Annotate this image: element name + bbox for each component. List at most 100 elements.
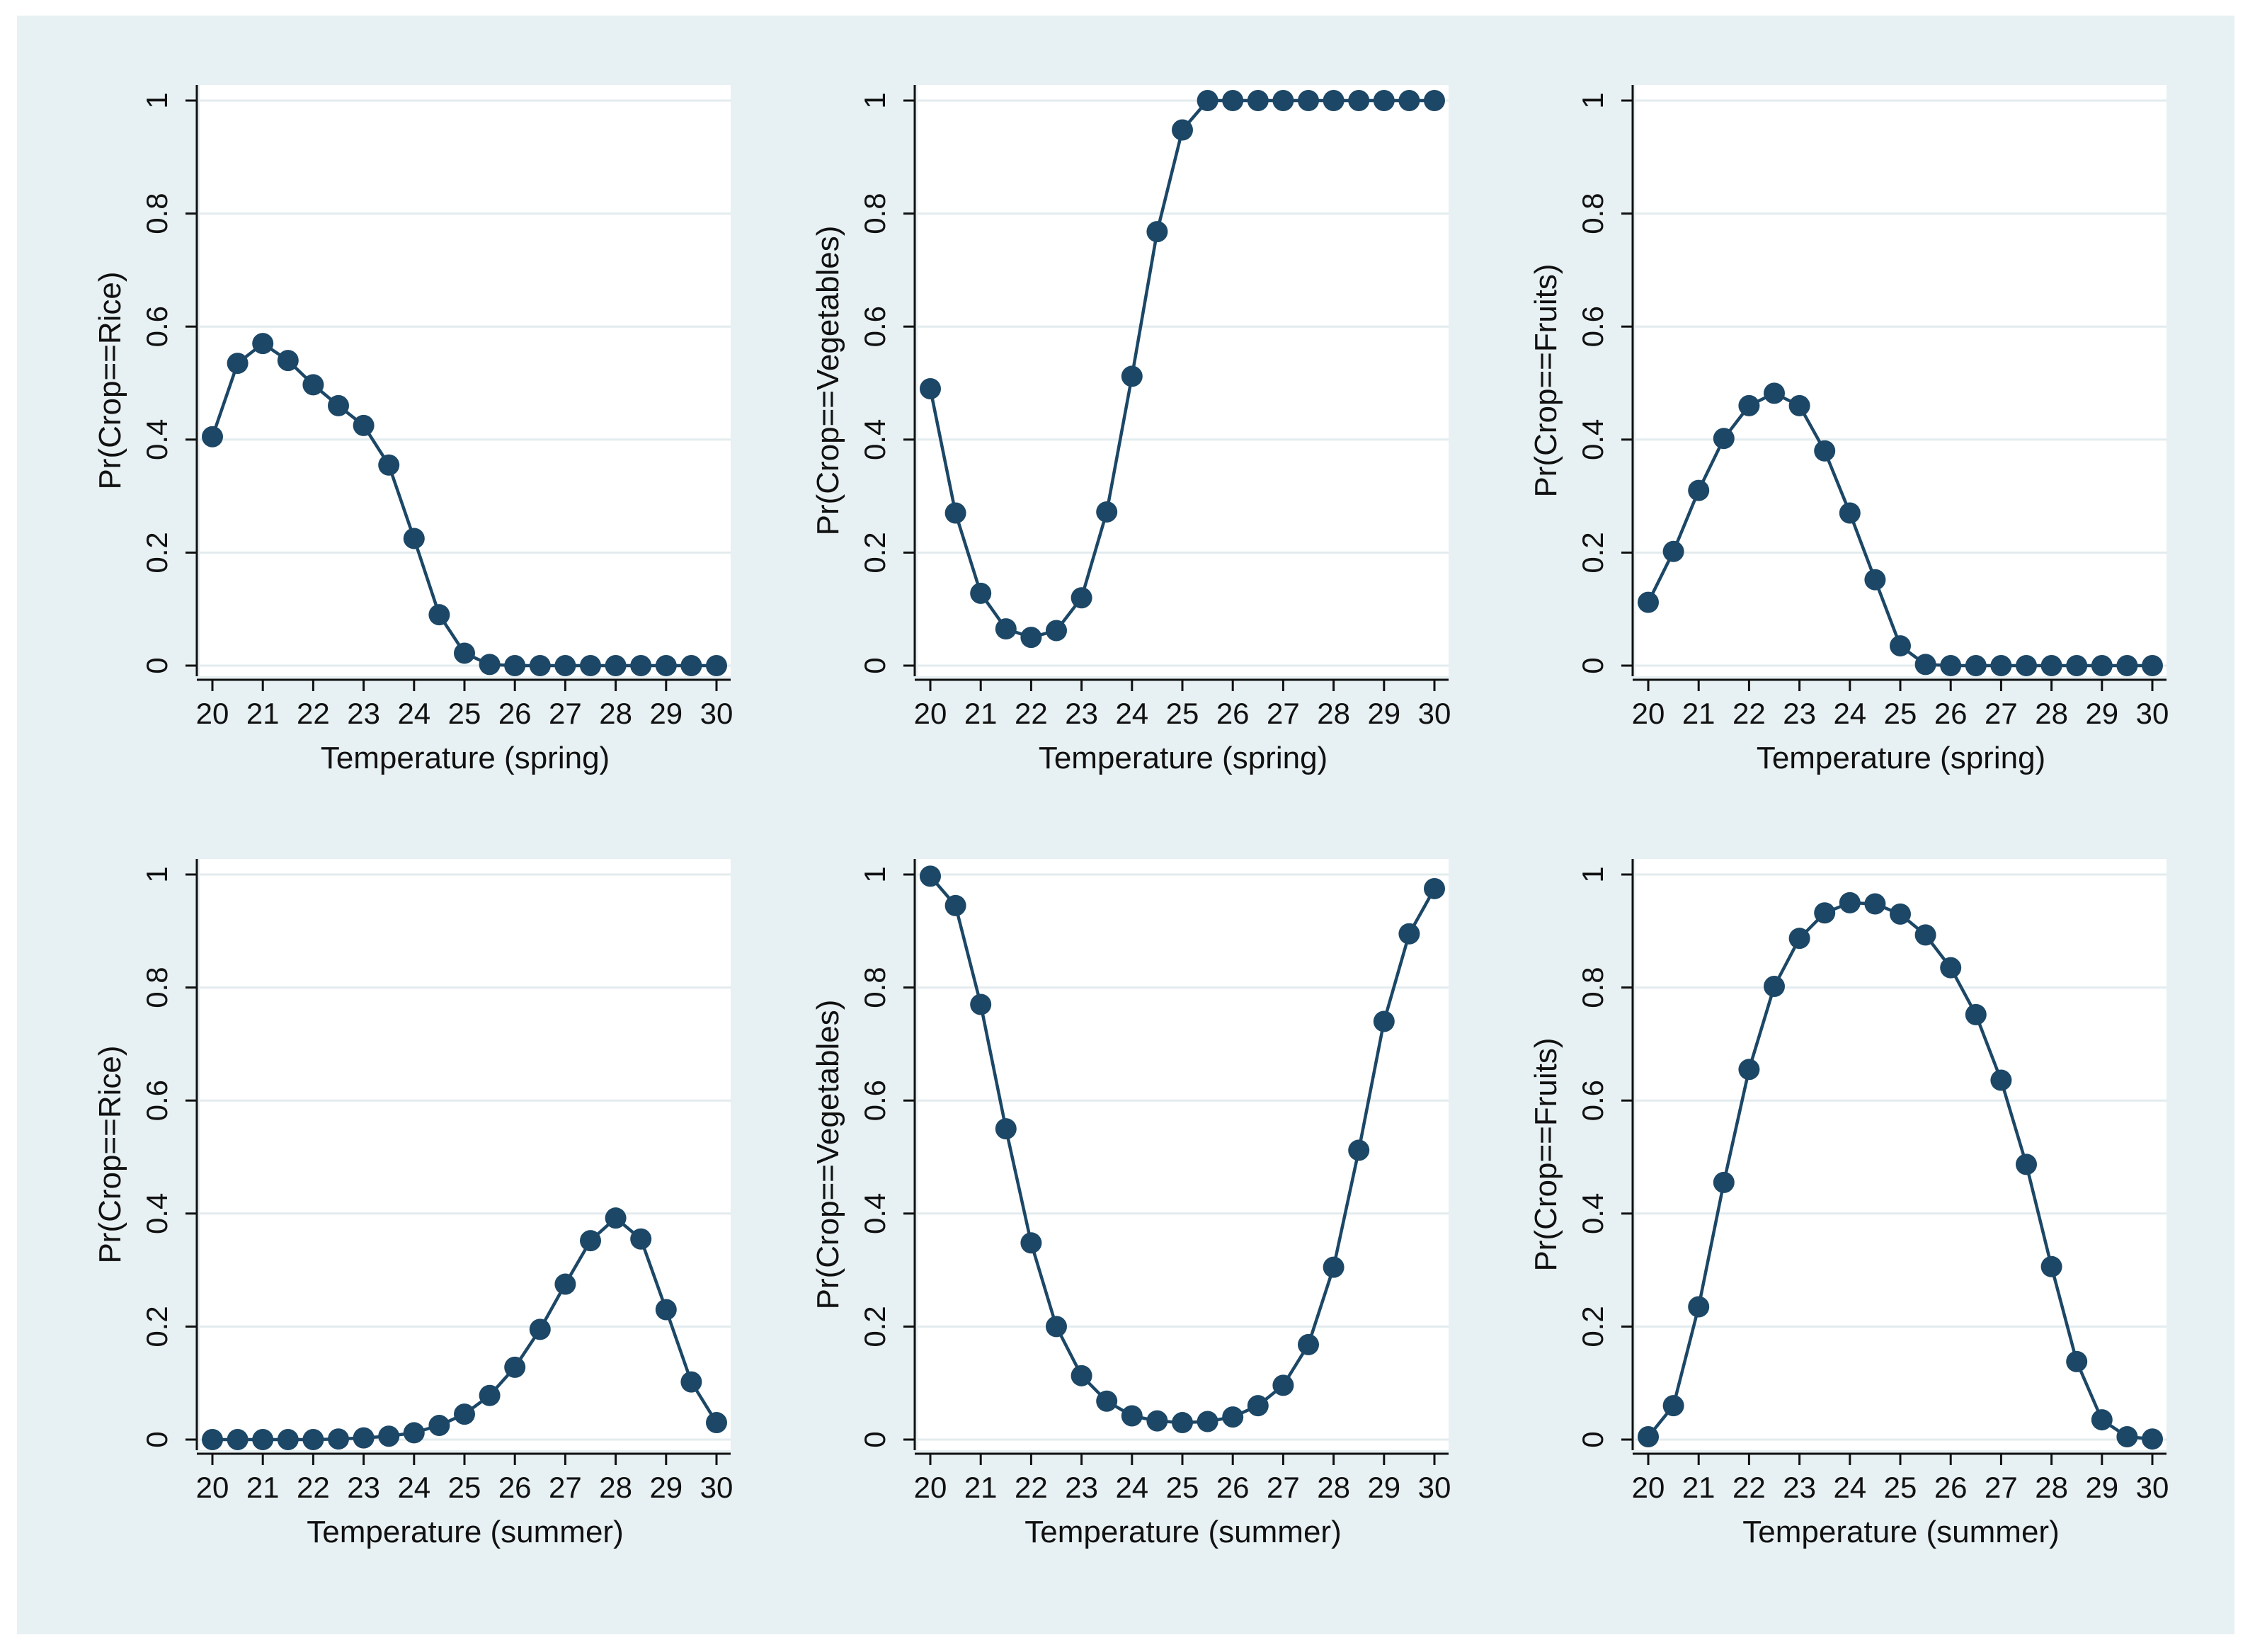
data-point	[1688, 1296, 1710, 1318]
y-tick-label: 0.4	[1576, 1193, 1609, 1234]
data-point	[1713, 1171, 1735, 1193]
y-axis-title: Pr(Crop==Rice)	[93, 271, 127, 489]
data-point	[2116, 1426, 2138, 1448]
data-point	[1839, 502, 1861, 524]
x-tick-label: 23	[1783, 1471, 1816, 1504]
x-tick-label: 25	[1884, 697, 1917, 730]
data-point	[202, 426, 223, 448]
y-tick-label: 0.6	[858, 1080, 891, 1121]
plot-area	[200, 859, 731, 1450]
data-point	[2066, 655, 2088, 676]
data-point	[554, 655, 576, 676]
data-point	[1298, 90, 1319, 111]
data-point	[680, 655, 702, 676]
data-point	[1638, 591, 1659, 613]
data-point	[479, 654, 501, 676]
x-tick-label: 24	[1115, 697, 1148, 730]
x-axis-title: Temperature (spring)	[321, 741, 610, 775]
x-tick-label: 25	[1166, 697, 1199, 730]
data-point	[1272, 90, 1294, 111]
data-point	[529, 655, 551, 676]
data-point	[706, 655, 727, 676]
data-point	[1738, 394, 1760, 416]
x-tick-label: 20	[196, 697, 229, 730]
x-tick-label: 21	[246, 697, 280, 730]
data-point	[1890, 635, 1911, 657]
data-point	[328, 1428, 349, 1450]
y-tick-label: 0.8	[858, 193, 891, 234]
data-point	[403, 1422, 425, 1444]
x-tick-label: 20	[1632, 697, 1665, 730]
data-point	[1096, 1390, 1118, 1412]
data-point	[554, 1273, 576, 1295]
data-point	[1713, 428, 1735, 450]
x-tick-label: 21	[964, 1471, 998, 1504]
x-tick-label: 20	[914, 1471, 947, 1504]
chart-panel-6: 0 0.2 0.4 0.6 0.8 1 20 21 22 23 24 25 26 27 28 29 30 Temp…	[1529, 859, 2169, 1549]
x-axis-title: Temperature (spring)	[1757, 741, 2045, 775]
data-point	[2040, 655, 2062, 676]
x-tick-label: 27	[1985, 1471, 2018, 1504]
data-point	[1121, 365, 1143, 387]
data-point	[2016, 1153, 2037, 1175]
data-point	[1373, 1010, 1395, 1032]
x-axis-title: Temperature (summer)	[1024, 1515, 1341, 1549]
y-tick-label: 0.2	[140, 1306, 173, 1347]
x-tick-label: 29	[2085, 697, 2118, 730]
data-point	[605, 1207, 627, 1229]
data-point	[1638, 1426, 1659, 1448]
data-point	[1940, 957, 1962, 979]
x-tick-label: 23	[1065, 697, 1098, 730]
data-point	[1662, 1395, 1684, 1417]
x-tick-label: 25	[1166, 1471, 1199, 1504]
x-tick-label: 30	[700, 1471, 733, 1504]
x-tick-label: 20	[914, 697, 947, 730]
data-point	[1814, 440, 1836, 462]
x-tick-label: 22	[1732, 1471, 1766, 1504]
data-point	[302, 1429, 324, 1450]
data-point	[378, 1425, 400, 1447]
x-tick-label: 22	[297, 697, 330, 730]
x-tick-label: 29	[649, 1471, 683, 1504]
y-tick-label: 0.6	[858, 306, 891, 347]
y-tick-label: 0	[1576, 657, 1609, 673]
y-axis-title: Pr(Crop==Fruits)	[1529, 1037, 1563, 1271]
x-tick-label: 27	[1267, 1471, 1300, 1504]
data-point	[403, 528, 425, 549]
data-point	[2040, 1255, 2062, 1277]
data-point	[1839, 891, 1861, 913]
data-point	[1864, 893, 1886, 915]
data-point	[630, 655, 652, 676]
data-point	[2116, 655, 2138, 676]
data-point	[655, 1299, 677, 1321]
x-tick-label: 28	[2035, 697, 2068, 730]
x-tick-label: 21	[246, 1471, 280, 1504]
data-point	[1965, 655, 1987, 676]
data-point	[1398, 90, 1420, 111]
data-point	[454, 1403, 475, 1425]
x-tick-label: 24	[1833, 697, 1866, 730]
y-tick-label: 0	[858, 657, 891, 673]
data-point	[1398, 923, 1420, 945]
data-point	[1864, 569, 1886, 591]
y-tick-label: 0.6	[140, 306, 173, 347]
y-tick-label: 0	[858, 1431, 891, 1447]
data-point	[1172, 1412, 1193, 1434]
data-point	[353, 414, 375, 436]
data-point	[680, 1371, 702, 1393]
data-point	[1688, 479, 1710, 501]
data-point	[1323, 1256, 1345, 1278]
x-tick-label: 25	[448, 1471, 481, 1504]
x-tick-label: 21	[1682, 697, 1715, 730]
data-point	[944, 502, 966, 524]
y-axis-title: Pr(Crop==Rice)	[93, 1045, 127, 1263]
data-point	[580, 1230, 601, 1252]
x-tick-label: 28	[1317, 697, 1350, 730]
data-point	[1348, 1139, 1370, 1161]
chart-panel-4: 0 0.2 0.4 0.6 0.8 1 20 21 22 23 24 25 26 27 28 29 30 Temp…	[93, 859, 733, 1549]
x-tick-label: 26	[1216, 697, 1250, 730]
x-tick-label: 29	[1367, 1471, 1400, 1504]
x-tick-label: 20	[1632, 1471, 1665, 1504]
x-tick-label: 26	[1934, 697, 1968, 730]
data-point	[1046, 620, 1067, 642]
